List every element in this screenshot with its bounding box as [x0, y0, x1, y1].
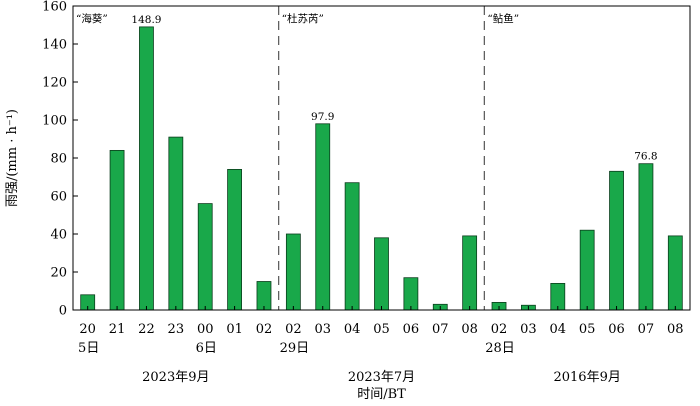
bar	[403, 277, 419, 311]
x-hour-label: 04	[550, 322, 567, 337]
x-day-label: 28日	[485, 341, 515, 356]
y-axis: 0 20 40 60 80 100 120 140 160	[42, 0, 78, 319]
plot-frame	[72, 5, 691, 311]
bar	[197, 203, 213, 311]
bar	[227, 168, 242, 311]
bar	[609, 170, 624, 311]
x-hour-label: 06	[608, 322, 625, 337]
bar	[109, 149, 125, 311]
bars: 148.9 97.9 76.8	[80, 14, 683, 311]
x-hour-label: 05	[373, 322, 390, 337]
x-hour-label: 02	[491, 322, 508, 337]
typhoon-label: “杜苏芮”	[282, 12, 324, 25]
y-tick-label: 160	[42, 0, 67, 15]
y-tick-label: 120	[42, 76, 67, 91]
y-axis-label: 雨强/(mm · h⁻¹)	[5, 109, 20, 207]
y-tick-label: 80	[50, 152, 67, 167]
x-hour-label: 08	[667, 322, 684, 337]
x-hour-label: 04	[344, 322, 361, 337]
x-day-label: 29日	[280, 341, 310, 356]
x-hour-label: 03	[314, 322, 331, 337]
x-hour-label: 02	[285, 322, 302, 337]
bar-value-label: 76.8	[634, 151, 657, 163]
typhoon-label: “鲇鱼”	[487, 12, 519, 25]
x-hour-label: 21	[109, 322, 126, 337]
x-hour-label: 22	[138, 322, 155, 337]
x-hour-label: 01	[226, 322, 243, 337]
x-hour-label: 03	[520, 322, 537, 337]
group-date-label: 2023年7月	[348, 370, 415, 385]
bar	[256, 281, 272, 311]
group-date-label: 2023年9月	[142, 370, 209, 385]
x-hour-label: 23	[168, 322, 185, 337]
x-hour-label: 00	[197, 322, 214, 337]
bar-value-label: 97.9	[311, 111, 334, 123]
x-hour-label: 07	[638, 322, 655, 337]
bar	[638, 163, 654, 311]
bar	[168, 136, 184, 311]
x-hour-label: 07	[432, 322, 449, 337]
bar	[667, 235, 683, 311]
x-axis-label: 时间/BT	[357, 387, 406, 402]
x-hour-label: 02	[256, 322, 273, 337]
bar	[315, 123, 331, 311]
bar	[344, 182, 360, 311]
typhoon-label: “海葵”	[76, 12, 108, 25]
x-day-label: 6日	[196, 341, 217, 356]
y-tick-label: 0	[59, 304, 67, 319]
bar	[374, 237, 389, 311]
x-day-label: 5日	[78, 341, 99, 356]
bar	[462, 235, 478, 311]
bar	[579, 229, 595, 311]
bar-value-label: 148.9	[131, 14, 161, 26]
y-tick-label: 100	[42, 114, 67, 129]
y-tick-label: 140	[42, 38, 67, 53]
y-tick-label: 40	[50, 228, 67, 243]
y-tick-label: 60	[50, 190, 67, 205]
x-hour-label: 20	[79, 322, 96, 337]
x-hour-label: 05	[579, 322, 596, 337]
bar	[285, 233, 301, 311]
x-hour-label: 06	[403, 322, 420, 337]
bar	[139, 26, 154, 311]
x-hour-label: 08	[461, 322, 478, 337]
x-axis: 20 5日 21 22 23 00 6日 01 02 “海葵” 2023年9月 02 29日 03 04 05…	[76, 6, 684, 385]
group-date-label: 2016年9月	[553, 370, 620, 385]
y-tick-label: 20	[50, 266, 67, 281]
